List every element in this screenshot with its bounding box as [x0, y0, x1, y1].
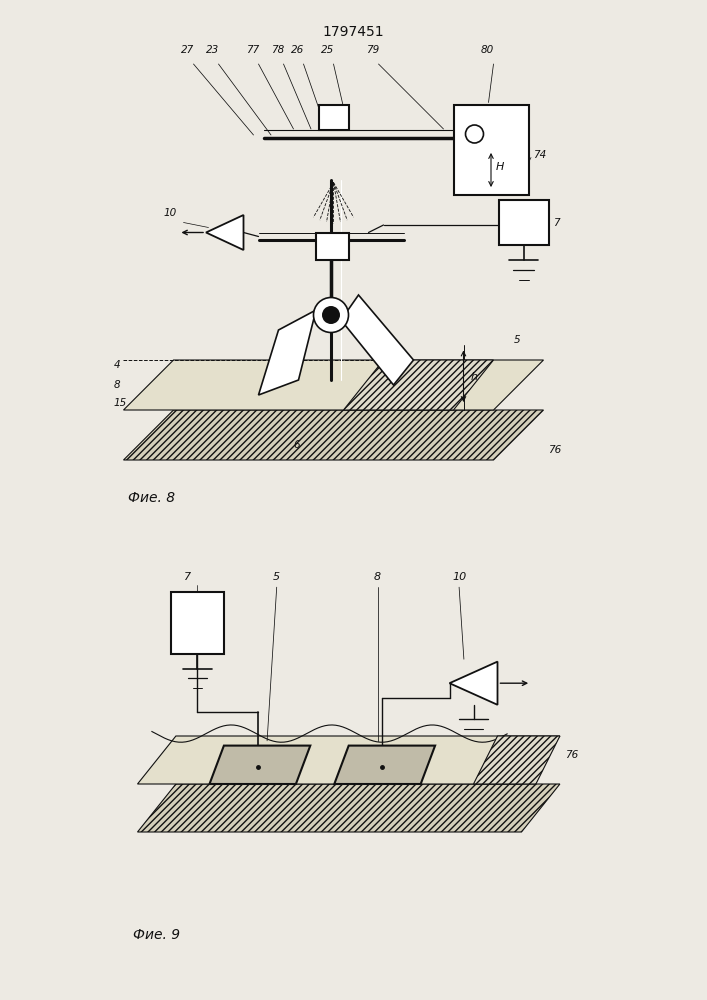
Text: 25: 25 — [321, 45, 334, 55]
Text: 6: 6 — [293, 440, 300, 450]
Polygon shape — [206, 215, 243, 250]
Polygon shape — [341, 295, 414, 385]
Polygon shape — [209, 746, 310, 784]
Circle shape — [322, 306, 340, 324]
Text: H: H — [496, 162, 504, 172]
Text: Фие. 8: Фие. 8 — [129, 491, 175, 505]
Polygon shape — [259, 310, 316, 395]
Text: 1797451: 1797451 — [322, 25, 385, 39]
Text: 74: 74 — [534, 150, 547, 160]
Bar — [316, 232, 349, 260]
Text: 78: 78 — [271, 45, 284, 55]
Text: 8: 8 — [114, 380, 120, 390]
Polygon shape — [137, 784, 560, 832]
Text: 76: 76 — [549, 445, 562, 455]
Bar — [318, 105, 349, 130]
Text: 10: 10 — [452, 572, 466, 582]
Text: Фие. 9: Фие. 9 — [133, 928, 180, 942]
Text: 7: 7 — [185, 572, 192, 582]
Circle shape — [465, 125, 484, 143]
Text: 5: 5 — [273, 572, 280, 582]
Text: 4: 4 — [114, 360, 120, 370]
Bar — [453, 105, 529, 195]
Bar — [171, 592, 224, 654]
Text: 7: 7 — [554, 218, 560, 228]
Polygon shape — [137, 736, 560, 784]
Bar — [498, 200, 549, 245]
Polygon shape — [124, 360, 544, 410]
Text: 8: 8 — [374, 572, 381, 582]
Text: 23: 23 — [206, 45, 219, 55]
Text: h: h — [471, 372, 478, 382]
Circle shape — [313, 298, 349, 332]
Text: 15: 15 — [114, 397, 127, 408]
Text: 10: 10 — [163, 208, 177, 218]
Polygon shape — [334, 746, 435, 784]
Polygon shape — [474, 736, 560, 784]
Text: 27: 27 — [181, 45, 194, 55]
Polygon shape — [450, 662, 498, 705]
Text: 5: 5 — [513, 335, 520, 345]
Polygon shape — [124, 410, 544, 460]
Text: 79: 79 — [366, 45, 379, 55]
Text: 77: 77 — [246, 45, 259, 55]
Polygon shape — [344, 360, 493, 410]
Text: 76: 76 — [565, 750, 578, 760]
Text: 26: 26 — [291, 45, 304, 55]
Text: 80: 80 — [481, 45, 494, 55]
